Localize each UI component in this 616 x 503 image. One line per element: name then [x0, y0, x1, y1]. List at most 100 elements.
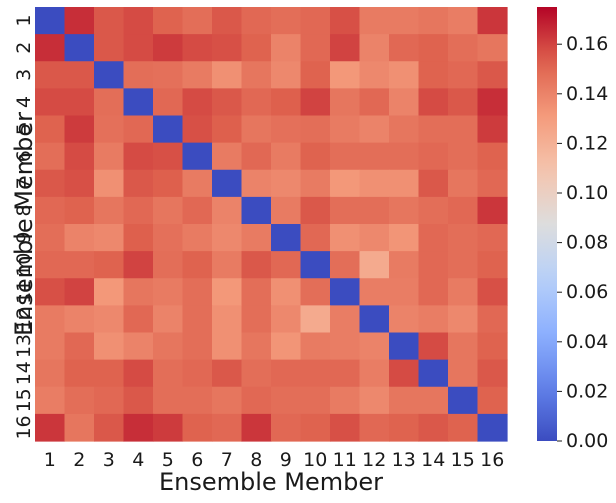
heatmap-cell — [123, 278, 154, 306]
heatmap-cell — [300, 7, 331, 35]
heatmap-cell — [64, 196, 95, 225]
heatmap-cell — [212, 305, 243, 334]
heatmap-cell — [448, 34, 479, 62]
heatmap-cell — [330, 115, 361, 144]
heatmap-cell — [35, 359, 66, 388]
heatmap-cell — [182, 224, 213, 252]
heatmap-cell — [330, 61, 361, 89]
y-tick-label: 8 — [13, 204, 35, 216]
heatmap-cell — [271, 169, 302, 198]
heatmap-cell — [182, 332, 213, 361]
heatmap-cell — [477, 7, 508, 35]
heatmap-cell — [64, 169, 95, 198]
x-tick-label: 15 — [451, 449, 475, 471]
heatmap-cell — [330, 142, 361, 171]
colorbar-tick-label: 0.12 — [566, 132, 608, 154]
heatmap-cell — [212, 61, 243, 89]
heatmap-cell — [448, 386, 479, 415]
heatmap-cell — [477, 413, 508, 442]
heatmap-cell — [389, 88, 420, 117]
heatmap-cell — [94, 224, 125, 252]
heatmap-cell — [300, 305, 331, 334]
heatmap-cell — [241, 251, 272, 279]
y-tick-label: 15 — [13, 388, 35, 412]
heatmap-cell — [153, 305, 184, 334]
heatmap-cell — [182, 169, 213, 198]
heatmap-cell — [241, 224, 272, 252]
heatmap-cell — [241, 332, 272, 361]
heatmap-cell — [153, 224, 184, 252]
heatmap-cell — [212, 278, 243, 306]
heatmap-cell — [330, 386, 361, 415]
heatmap-cell — [477, 115, 508, 144]
heatmap-cell — [418, 413, 449, 442]
heatmap-cell — [359, 88, 390, 117]
heatmap-cell — [35, 61, 66, 89]
heatmap-cell — [418, 61, 449, 89]
heatmap-cell — [241, 88, 272, 117]
heatmap-cell — [241, 359, 272, 388]
x-axis-label: Ensemble Member — [159, 468, 383, 496]
heatmap-cell — [271, 115, 302, 144]
heatmap-cell — [64, 359, 95, 388]
heatmap-cell — [477, 305, 508, 334]
heatmap-cell — [477, 61, 508, 89]
heatmap-cell — [330, 413, 361, 442]
heatmap-cell — [153, 7, 184, 35]
heatmap-cell — [153, 34, 184, 62]
colorbar-tick-label: 0.06 — [566, 281, 608, 303]
heatmap-cell — [35, 34, 66, 62]
heatmap-cell — [418, 88, 449, 117]
y-tick-label: 5 — [13, 123, 35, 135]
heatmap-cell — [212, 413, 243, 442]
heatmap-cell — [153, 169, 184, 198]
heatmap-cell — [64, 251, 95, 279]
heatmap-cell — [418, 224, 449, 252]
heatmap-cells — [35, 7, 508, 442]
y-tick-label: 13 — [13, 334, 35, 358]
heatmap-cell — [359, 278, 390, 306]
heatmap-cell — [300, 196, 331, 225]
x-tick-label: 5 — [162, 449, 174, 471]
heatmap-cell — [212, 169, 243, 198]
heatmap-cell — [389, 34, 420, 62]
heatmap-cell — [35, 305, 66, 334]
heatmap-cell — [212, 7, 243, 35]
y-axis-label: Ensemble Member — [10, 112, 38, 336]
heatmap-cell — [212, 88, 243, 117]
heatmap-cell — [123, 88, 154, 117]
heatmap-cell — [35, 386, 66, 415]
heatmap-cell — [153, 115, 184, 144]
heatmap-cell — [271, 251, 302, 279]
heatmap-cell — [123, 115, 154, 144]
y-tick-label: 10 — [13, 253, 35, 277]
heatmap-cell — [271, 359, 302, 388]
heatmap-cell — [182, 386, 213, 415]
x-tick-label: 16 — [480, 449, 504, 471]
heatmap-cell — [123, 7, 154, 35]
heatmap-cell — [300, 251, 331, 279]
heatmap-cell — [448, 332, 479, 361]
heatmap-cell — [448, 224, 479, 252]
heatmap-cell — [271, 88, 302, 117]
heatmap-cell — [35, 278, 66, 306]
heatmap-cell — [64, 413, 95, 442]
heatmap-cell — [271, 413, 302, 442]
heatmap-cell — [35, 142, 66, 171]
heatmap-cell — [153, 61, 184, 89]
heatmap-cell — [241, 7, 272, 35]
heatmap-cell — [418, 142, 449, 171]
heatmap-cell — [241, 278, 272, 306]
heatmap-cell — [153, 332, 184, 361]
heatmap-cell — [448, 413, 479, 442]
heatmap-cell — [123, 142, 154, 171]
x-tick-labels: 1 2 3 4 5 6 7 8 9 10 11 12 13 14 15 16 — [44, 449, 505, 471]
heatmap-cell — [182, 34, 213, 62]
colorbar-tick-label: 0.04 — [566, 331, 608, 353]
heatmap-cell — [35, 332, 66, 361]
heatmap-cell — [448, 251, 479, 279]
heatmap-cell — [182, 142, 213, 171]
heatmap-cell — [418, 196, 449, 225]
colorbar-tick-label: 0.00 — [566, 430, 608, 452]
